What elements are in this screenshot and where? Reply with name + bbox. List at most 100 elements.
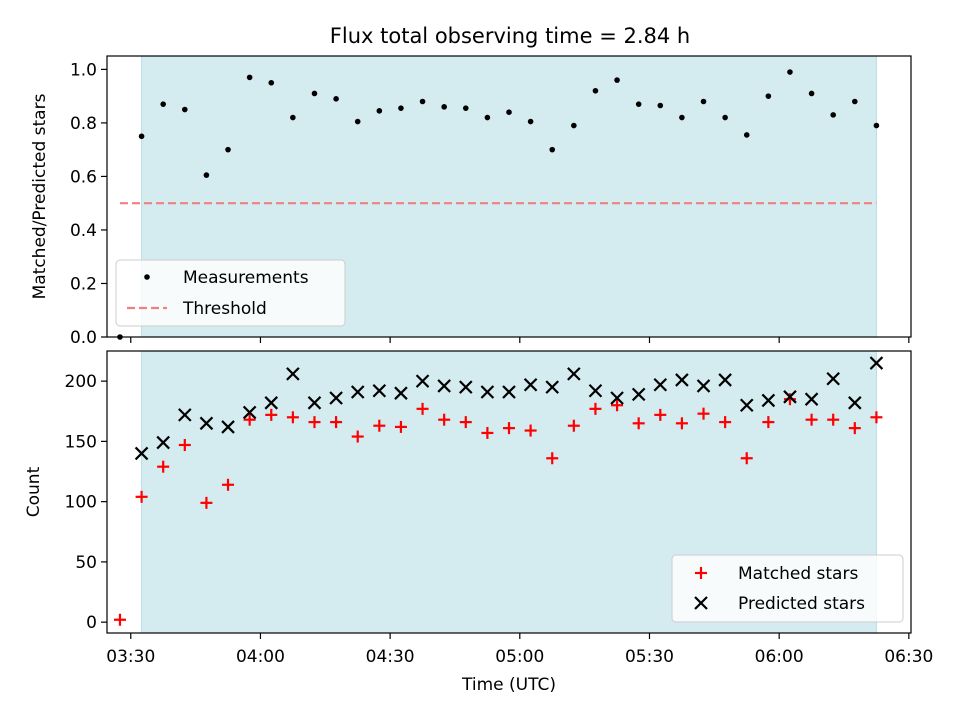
predicted-star-point [415, 374, 430, 388]
predicted-star-point [329, 391, 343, 405]
top-y-tick-label: 0.8 [70, 114, 97, 134]
bottom-y-ticks: 0 50 100 150 200 [65, 372, 107, 633]
bottom-y-tick-label: 150 [65, 432, 97, 452]
predicted-star-point [458, 380, 473, 394]
predicted-star-point [372, 383, 387, 398]
x-axis-label: Time (UTC) [461, 675, 556, 695]
predicted-star-point [134, 446, 149, 461]
top-y-tick-label: 0.6 [70, 167, 97, 187]
bottom-y-tick-label: 50 [75, 553, 97, 573]
predicted-star-point [869, 356, 884, 370]
matched-star-point [113, 613, 126, 626]
matched-star-point [762, 416, 775, 429]
matched-star-point [178, 439, 191, 451]
bottom-x-ticks: 03:30 04:00 04:30 05:00 05:30 06:00 06:30 [106, 633, 933, 667]
matched-star-point [135, 490, 148, 503]
bottom-y-tick-label: 200 [65, 372, 97, 392]
measurement-point [376, 108, 383, 114]
matched-star-point [546, 452, 559, 465]
bottom-x-tick-label: 06:00 [755, 647, 804, 667]
matched-star-point [222, 478, 235, 491]
measurement-point [657, 102, 664, 109]
chart-title: Flux total observing time = 2.84 h [330, 24, 690, 48]
predicted-star-point [156, 435, 170, 450]
matched-star-point [870, 411, 883, 424]
measurement-point [571, 122, 577, 129]
predicted-star-point [178, 408, 192, 422]
measurement-point [549, 146, 556, 153]
legend-threshold-label: Threshold [182, 299, 267, 319]
matched-star-point [503, 422, 515, 435]
predicted-star-point [199, 416, 214, 431]
measurement-point [722, 114, 728, 121]
top-y-axis-label: Matched/Predicted stars [30, 93, 50, 299]
predicted-star-point [567, 367, 581, 381]
measurement-point [138, 133, 145, 140]
measurement-point [462, 105, 469, 111]
predicted-star-point [610, 391, 624, 405]
matched-star-point [589, 402, 602, 415]
predicted-star-point [675, 373, 689, 387]
matched-star-point [827, 413, 840, 426]
legend-predicted-label: Predicted stars [738, 594, 865, 614]
predicted-stars-points [134, 356, 884, 461]
matched-star-point [265, 408, 278, 421]
top-y-tick-label: 0.4 [70, 221, 97, 241]
measurement-point [268, 79, 275, 86]
predicted-star-point [739, 398, 754, 413]
matched-star-point [719, 416, 732, 429]
matched-star-point [654, 408, 667, 421]
measurement-point [808, 90, 815, 97]
bottom-x-tick-label: 06:30 [884, 647, 933, 667]
bottom-x-tick-label: 05:30 [625, 647, 674, 667]
legend-measurements-label: Measurements [183, 268, 309, 288]
predicted-star-point [350, 385, 365, 399]
bottom-legend-box [671, 554, 904, 623]
bottom-x-tick-label: 05:00 [495, 647, 544, 667]
bottom-axes-frame [106, 350, 912, 634]
predicted-star-point [394, 386, 408, 400]
measurement-point [182, 106, 188, 113]
measurement-point [398, 105, 404, 111]
predicted-star-point [502, 385, 516, 399]
predicted-star-point [545, 380, 560, 394]
top-panel: Flux total observing time = 2.84 h 0.0 0.… [30, 24, 912, 348]
bottom-x-tick-label: 03:30 [106, 647, 155, 667]
matched-star-point [524, 424, 537, 437]
bottom-x-tick-label: 04:30 [366, 647, 415, 667]
measurement-point [635, 101, 642, 107]
predicted-star-point [783, 390, 797, 404]
measurement-point [484, 114, 491, 121]
top-y-tick-label: 0.0 [70, 328, 97, 348]
predicted-star-point [696, 379, 711, 393]
measurement-point [225, 146, 231, 153]
predicted-star-point [804, 392, 819, 406]
legend-matched-marker [695, 567, 707, 579]
matched-star-point [351, 430, 364, 443]
predicted-star-point [437, 379, 451, 393]
measurement-point [506, 109, 512, 115]
measurement-points [117, 69, 880, 340]
matched-star-point [459, 416, 472, 429]
matched-star-point [416, 402, 429, 415]
matched-star-point [697, 407, 710, 420]
matched-star-point [157, 460, 170, 473]
measurement-point [592, 87, 599, 94]
measurement-point [311, 90, 318, 97]
matched-star-point [243, 413, 256, 426]
matched-star-point [308, 416, 321, 429]
matched-star-point [394, 420, 407, 433]
matched-star-point [805, 413, 818, 426]
matched-star-point [567, 419, 580, 432]
top-y-tick-label: 0.2 [70, 274, 97, 294]
matched-stars-points [113, 393, 883, 626]
measurement-point [333, 96, 339, 102]
measurement-point [160, 101, 166, 107]
measurement-point [873, 122, 880, 129]
matched-star-point [200, 496, 213, 509]
top-x-ticks [130, 337, 910, 343]
matched-star-point [783, 393, 796, 406]
measurement-point [830, 112, 836, 118]
bottom-y-axis-label: Count [24, 466, 44, 517]
